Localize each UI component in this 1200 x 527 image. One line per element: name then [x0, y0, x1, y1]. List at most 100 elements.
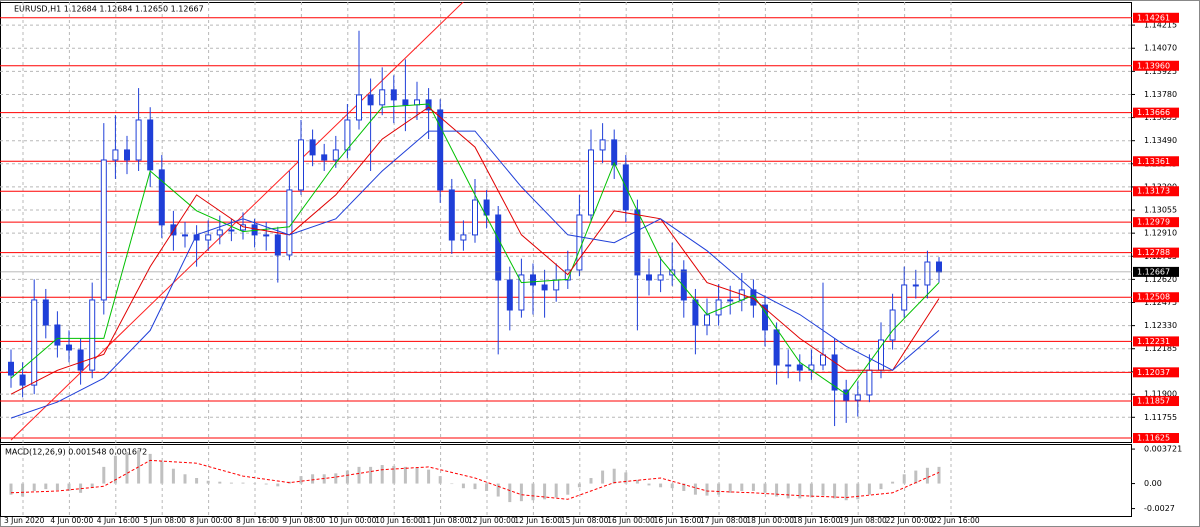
- macd-bar: [195, 477, 199, 484]
- candle-body: [379, 89, 386, 106]
- macd-bar: [856, 483, 860, 500]
- y-tick-label: 1.13780: [1144, 90, 1177, 99]
- macd-bar: [647, 483, 651, 486]
- x-tick-label: 8 Jun 16:00: [236, 516, 279, 525]
- macd-bar: [705, 483, 709, 496]
- x-tick-label: 10 Jun 16:00: [375, 516, 423, 525]
- macd-bar: [438, 476, 442, 484]
- macd-bar: [229, 482, 233, 484]
- macd-bar: [867, 483, 871, 495]
- x-tick-label: 16 Jun 00:00: [607, 516, 655, 525]
- candle-body: [332, 149, 339, 161]
- plot-layer: EURUSD,H1 1.12684 1.12684 1.12650 1.1266…: [0, 2, 1182, 525]
- level-label: 1.12231: [1137, 337, 1170, 346]
- macd-bar: [914, 470, 918, 484]
- macd-bar: [148, 453, 152, 484]
- macd-bar: [717, 483, 721, 495]
- candle-body: [541, 284, 548, 291]
- level-label: 1.12979: [1137, 218, 1170, 227]
- candle-body: [715, 299, 722, 316]
- candle-body: [448, 189, 455, 241]
- level-label: 1.12508: [1137, 293, 1170, 302]
- candle-body: [843, 389, 850, 401]
- macd-bar: [264, 483, 268, 485]
- level-label: 1.14261: [1137, 13, 1170, 22]
- macd-bar: [601, 470, 605, 484]
- y-tick-label: 0.00: [1144, 479, 1162, 488]
- candle-body: [936, 261, 942, 273]
- macd-bar: [891, 481, 895, 484]
- candle-body: [309, 139, 316, 156]
- last-price-label: 1.12667: [1137, 267, 1170, 276]
- macd-bar: [902, 474, 906, 484]
- candle-body: [460, 234, 467, 241]
- macd-bar: [276, 483, 280, 487]
- level-label-box: [1133, 60, 1179, 71]
- candle-body: [576, 214, 583, 271]
- y-tick-label: 1.12475: [1144, 298, 1177, 307]
- macd-bar: [612, 468, 616, 484]
- macd-bar: [635, 479, 639, 484]
- candle-body: [135, 119, 142, 161]
- macd-bar: [821, 483, 825, 496]
- x-tick-label: 15 Jun 08:00: [561, 516, 609, 525]
- x-tick-label: 3 Jun 2020: [4, 516, 45, 525]
- x-tick-label: 9 Jun 08:00: [282, 516, 325, 525]
- candle-body: [854, 394, 861, 401]
- candle-body: [924, 261, 931, 286]
- macd-bar: [925, 467, 929, 484]
- candle-body: [483, 199, 490, 216]
- candle-body: [912, 284, 919, 287]
- y-tick-label: -0.0027: [1144, 504, 1175, 513]
- macd-bar: [369, 466, 373, 484]
- macd-bar: [728, 483, 732, 493]
- x-tick-label: 22 Jun 16:00: [932, 516, 980, 525]
- level-label-box: [1133, 367, 1179, 378]
- macd-bar: [90, 483, 94, 488]
- macd-bar: [9, 483, 13, 495]
- macd-bar: [485, 483, 489, 491]
- level-label-box: [1133, 156, 1179, 167]
- candle-body: [263, 234, 270, 237]
- level-label-box: [1133, 396, 1179, 407]
- macd-bar: [380, 465, 384, 484]
- macd-bar: [206, 480, 210, 484]
- candle-body: [66, 344, 72, 351]
- macd-bar: [543, 483, 547, 500]
- candle-body: [785, 364, 792, 367]
- y-tick-label: 1.12910: [1144, 229, 1177, 238]
- candle-body: [773, 329, 780, 366]
- candle-body: [8, 361, 14, 376]
- macd-bar: [311, 474, 315, 484]
- macd-bar: [833, 483, 837, 499]
- macd-bar: [751, 483, 755, 491]
- moving-average: [10, 103, 940, 395]
- y-tick-label: 1.12330: [1144, 321, 1177, 330]
- candle-body: [588, 149, 594, 216]
- macd-bar: [879, 483, 883, 490]
- x-tick-label: 5 Jun 08:00: [143, 516, 186, 525]
- candle-body: [727, 299, 734, 302]
- x-tick-label: 4 Jun 00:00: [50, 516, 93, 525]
- macd-bar: [334, 473, 338, 484]
- x-tick-label: 22 Jun 00:00: [886, 516, 934, 525]
- candle-body: [356, 94, 362, 121]
- candle-body: [704, 314, 710, 326]
- level-label-box: [1133, 107, 1179, 118]
- candle-body: [344, 119, 351, 151]
- macd-bar: [659, 483, 663, 488]
- candle-body: [367, 94, 374, 106]
- moving-average: [10, 130, 940, 419]
- candle-body: [158, 169, 165, 226]
- y-tick-label: 1.12620: [1144, 275, 1177, 284]
- macd-bar: [740, 483, 744, 491]
- macd-bar: [461, 483, 465, 489]
- macd-panel-frame: [0, 444, 1132, 517]
- y-tick-label: 1.11755: [1144, 413, 1177, 422]
- macd-bar: [160, 461, 164, 484]
- macd-bar: [786, 483, 790, 499]
- candle-body: [89, 299, 96, 371]
- level-label-box: [1133, 336, 1179, 347]
- macd-bar: [577, 483, 581, 488]
